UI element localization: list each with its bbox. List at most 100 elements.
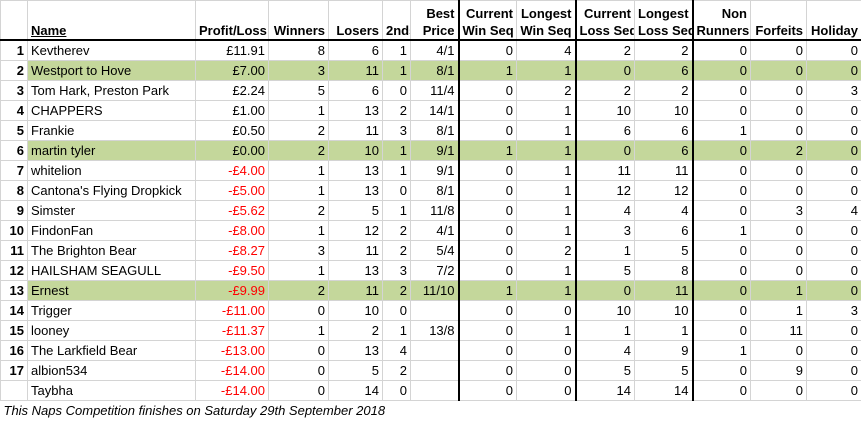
value-cell: 2	[268, 120, 329, 141]
value-cell: 0	[806, 360, 861, 381]
value-cell: 11	[750, 320, 807, 341]
value-cell: 0	[575, 60, 635, 81]
value-cell: -£5.62	[195, 200, 269, 221]
value-cell: 0	[692, 300, 751, 321]
value-cell: 0	[806, 220, 861, 241]
value-cell: 1	[382, 39, 411, 61]
value-cell: 0	[806, 100, 861, 121]
value-cell: 0	[516, 300, 577, 321]
column-header: Losers	[328, 0, 383, 41]
value-cell: 1	[382, 140, 411, 161]
header-text: Current	[466, 6, 513, 21]
column-header: Best Price	[410, 0, 460, 41]
table-row: 13 Ernest -£9.99 2 11 2 11/10 1 1 0 11 0 1 0	[0, 280, 861, 301]
table-row: 11 The Brighton Bear -£8.27 3 11 2 5/4 0 2 1 5 0 0 0	[0, 240, 861, 261]
value-cell: 4	[806, 200, 861, 221]
value-cell: 0	[458, 340, 517, 361]
value-cell: 1	[692, 220, 751, 241]
value-cell: 6	[634, 220, 694, 241]
value-cell: 8/1	[410, 60, 460, 81]
value-cell: 2	[382, 220, 411, 241]
value-cell: 1	[516, 260, 577, 281]
name-cell: looney	[27, 320, 196, 341]
value-cell: 0	[458, 80, 517, 101]
value-cell: 0	[516, 360, 577, 381]
value-cell: £7.00	[195, 60, 269, 81]
header-text: Longest	[638, 6, 689, 21]
value-cell: 0	[516, 340, 577, 361]
value-cell: 1	[268, 180, 329, 201]
value-cell: 3	[750, 200, 807, 221]
header-text: 2nds	[386, 23, 410, 38]
value-cell: 6	[634, 60, 694, 81]
value-cell: 11	[634, 280, 694, 301]
value-cell: 0	[268, 360, 329, 381]
name-cell: The Brighton Bear	[27, 240, 196, 261]
rank-cell: 11	[0, 240, 28, 261]
value-cell: 0	[806, 320, 861, 341]
value-cell: 1	[268, 100, 329, 121]
value-cell: 0	[382, 180, 411, 201]
table-row: 15 looney -£11.37 1 2 1 13/8 0 1 1 1 0 11 0	[0, 320, 861, 341]
value-cell: 3	[806, 80, 861, 101]
header-row: Name Profit/Loss Winners Losers 2nds Best Pric…	[0, 0, 861, 41]
rank-cell: 6	[0, 140, 28, 161]
name-cell: Cantona's Flying Dropkick	[27, 180, 196, 201]
value-cell: 9	[750, 360, 807, 381]
value-cell: 2	[634, 80, 694, 101]
value-cell: 1	[575, 240, 635, 261]
value-cell: -£8.00	[195, 220, 269, 241]
value-cell: 0	[575, 140, 635, 161]
rank-cell: 16	[0, 340, 28, 361]
value-cell: 11	[328, 60, 383, 81]
table-row: 17 albion534 -£14.00 0 5 2 0 0 5 5 0 9 0	[0, 360, 861, 381]
value-cell: £2.24	[195, 80, 269, 101]
value-cell: 2	[382, 280, 411, 301]
value-cell: 2	[634, 39, 694, 61]
value-cell: 3	[806, 300, 861, 321]
table-row: 9 Simster -£5.62 2 5 1 11/8 0 1 4 4 0 3 4	[0, 200, 861, 221]
name-cell: Simster	[27, 200, 196, 221]
name-cell: FindonFan	[27, 220, 196, 241]
value-cell: 2	[328, 320, 383, 341]
rank-cell: 8	[0, 180, 28, 201]
value-cell: 0	[692, 320, 751, 341]
value-cell: 4/1	[410, 39, 460, 61]
value-cell: 3	[268, 240, 329, 261]
value-cell: 0	[750, 260, 807, 281]
footer-note: This Naps Competition finishes on Saturd…	[0, 400, 861, 420]
header-text: Holiday	[811, 23, 858, 38]
value-cell: £0.50	[195, 120, 269, 141]
value-cell: 1	[516, 280, 577, 301]
value-cell: 13	[328, 100, 383, 121]
header-text: Loss Seq	[638, 23, 693, 38]
value-cell: 1	[382, 60, 411, 81]
rank-cell: 17	[0, 360, 28, 381]
value-cell: 9	[634, 340, 694, 361]
value-cell: 0	[692, 80, 751, 101]
value-cell: 8	[634, 260, 694, 281]
name-cell: Ernest	[27, 280, 196, 301]
value-cell: 1	[750, 300, 807, 321]
value-cell: 1	[516, 60, 577, 81]
name-cell: CHAPPERS	[27, 100, 196, 121]
value-cell: 1	[382, 160, 411, 181]
table-row: 1 Kevtherev £11.91 8 6 1 4/1 0 4 2 2 0 0 0	[0, 39, 861, 61]
value-cell: -£9.50	[195, 260, 269, 281]
value-cell: 11	[328, 120, 383, 141]
rank-cell: 2	[0, 60, 28, 81]
value-cell: 5/4	[410, 240, 460, 261]
value-cell: 0	[750, 180, 807, 201]
value-cell: 10	[634, 100, 694, 121]
value-cell: 1	[268, 220, 329, 241]
column-header: Forfeits	[750, 0, 807, 41]
value-cell: -£14.00	[195, 380, 269, 401]
value-cell: 5	[328, 200, 383, 221]
table-row: 3 Tom Hark, Preston Park £2.24 5 6 0 11/4 0 2 2 2 0…	[0, 80, 861, 101]
value-cell: 0	[458, 120, 517, 141]
value-cell: 0	[750, 80, 807, 101]
value-cell: 13	[328, 180, 383, 201]
value-cell: 14	[328, 380, 383, 401]
value-cell: 0	[458, 320, 517, 341]
value-cell: 6	[634, 140, 694, 161]
